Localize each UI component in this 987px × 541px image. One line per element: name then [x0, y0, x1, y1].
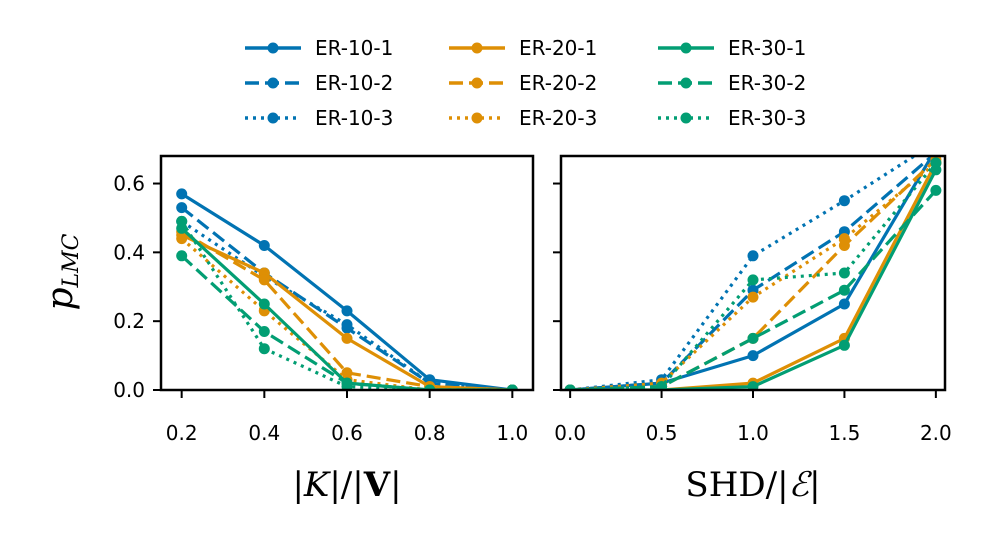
- legend-label: ER-30-2: [728, 71, 806, 95]
- axes-frame: [159, 154, 535, 392]
- y-tick-label: 0.2: [113, 309, 145, 333]
- data-point-ER-10-1: [176, 188, 188, 200]
- legend-entry: ER-30-3: [658, 106, 806, 130]
- y-tick-label: 0.0: [113, 378, 145, 402]
- legend-entry: ER-10-2: [245, 71, 393, 95]
- legend-label: ER-30-1: [728, 36, 806, 60]
- data-point-ER-20-2: [258, 274, 270, 286]
- legend-marker: [267, 112, 279, 124]
- data-point-ER-10-3: [341, 319, 353, 331]
- x-tick-label: 0.0: [554, 421, 586, 445]
- y-tick-label: 0.4: [113, 240, 145, 264]
- x-tick-label: 0.8: [414, 421, 446, 445]
- legend-label: ER-20-2: [519, 71, 597, 95]
- x-tick-label: 0.5: [646, 421, 678, 445]
- x-tick-label: 0.4: [248, 421, 280, 445]
- legend: ER-10-1 ER-10-2 ER-10-3 ER-20-1 ER-20-2 ER-20…: [245, 36, 806, 130]
- data-point-ER-30-3: [176, 215, 188, 227]
- x-tick-label: 1.0: [737, 421, 769, 445]
- y-axis-title: pLMC: [40, 233, 84, 310]
- data-point-ER-30-2: [176, 250, 188, 262]
- data-point-ER-20-3: [838, 233, 850, 245]
- x-tick-label: 0.6: [331, 421, 363, 445]
- data-point-ER-20-1: [341, 332, 353, 344]
- series-line-ER-10-2: [180, 206, 513, 390]
- data-point-ER-30-1: [838, 339, 850, 351]
- data-point-ER-30-3: [424, 384, 436, 390]
- data-point-ER-10-3: [838, 195, 850, 207]
- legend-label: ER-20-1: [519, 36, 597, 60]
- legend-marker: [680, 77, 692, 89]
- left-chart-panel: 0.2 0.4 0.6 0.8 1.0 0.0 0.2 0.4 0.6 |K|/|V|: [113, 154, 535, 505]
- legend-marker: [267, 42, 279, 54]
- legend-label: ER-30-3: [728, 106, 806, 130]
- legend-entry: ER-30-1: [658, 36, 806, 60]
- data-point-ER-10-1: [341, 305, 353, 317]
- data-point-ER-10-2: [176, 202, 188, 214]
- y-tick-label: 0.6: [113, 172, 145, 196]
- data-point-ER-30-3: [656, 381, 668, 390]
- series-group: [176, 188, 518, 390]
- legend-label: ER-10-2: [315, 71, 393, 95]
- data-point-ER-30-3: [747, 274, 759, 286]
- series-group: [564, 137, 942, 390]
- legend-entry: ER-20-3: [449, 106, 597, 130]
- legend-entry: ER-30-2: [658, 71, 806, 95]
- data-point-ER-30-3: [930, 157, 942, 169]
- data-point-ER-10-1: [930, 144, 941, 155]
- data-point-ER-30-3: [564, 384, 576, 390]
- x-axis-title: |K|/|V|: [292, 465, 401, 505]
- legend-label: ER-10-1: [315, 36, 393, 60]
- data-point-ER-30-3: [506, 384, 518, 390]
- data-point-ER-30-3: [258, 343, 270, 355]
- right-chart-panel: 0.0 0.5 1.0 1.5 2.0 SHD/|ℰ|: [553, 137, 952, 505]
- data-point-ER-30-2: [258, 326, 270, 337]
- legend-entry: ER-10-3: [245, 106, 393, 130]
- data-point-ER-10-3: [747, 250, 759, 262]
- data-point-ER-20-3: [747, 291, 759, 303]
- data-point-ER-30-3: [341, 381, 353, 390]
- legend-marker: [471, 42, 483, 54]
- legend-entry: ER-20-2: [449, 71, 597, 95]
- legend-marker: [471, 77, 483, 89]
- data-point-ER-10-3: [930, 137, 941, 148]
- x-tick-label: 0.2: [166, 421, 198, 445]
- legend-entry: ER-10-1: [245, 36, 393, 60]
- data-point-ER-30-2: [930, 184, 942, 196]
- data-point-ER-10-1: [747, 350, 759, 362]
- data-point-ER-30-1: [747, 381, 759, 390]
- series-line-ER-30-2: [570, 189, 938, 390]
- legend-entry: ER-20-1: [449, 36, 597, 60]
- x-tick-label: 2.0: [920, 421, 952, 445]
- data-point-ER-10-1: [258, 240, 270, 251]
- data-point-ER-30-2: [747, 332, 759, 344]
- legend-label: ER-20-3: [519, 106, 597, 130]
- legend-marker: [267, 77, 279, 89]
- legend-marker: [680, 42, 692, 54]
- data-point-ER-30-1: [258, 298, 270, 310]
- x-tick-label: 1.5: [829, 421, 861, 445]
- series-line-ER-10-1: [180, 192, 513, 390]
- x-axis-title: SHD/|ℰ|: [685, 465, 820, 505]
- x-tick-label: 1.0: [496, 421, 528, 445]
- legend-marker: [680, 112, 692, 124]
- data-point-ER-30-2: [838, 284, 850, 296]
- data-point-ER-30-3: [838, 267, 850, 279]
- legend-label: ER-10-3: [315, 106, 393, 130]
- legend-marker: [471, 112, 483, 124]
- data-point-ER-20-3: [176, 233, 188, 245]
- data-point-ER-10-1: [838, 298, 850, 310]
